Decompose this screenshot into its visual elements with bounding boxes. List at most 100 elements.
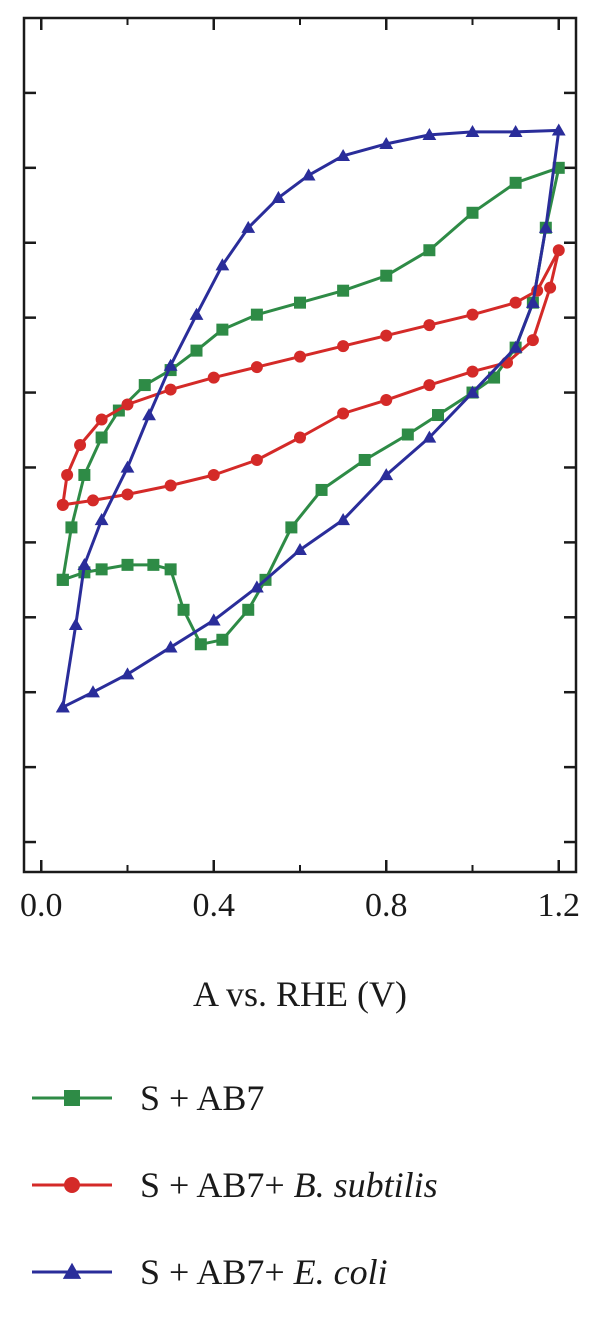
- series-line-square: [61, 166, 561, 646]
- data-point-circle-4: [121, 398, 134, 411]
- data-point-square-5: [138, 379, 151, 392]
- data-point-square-13: [423, 244, 436, 257]
- data-point-square-25: [315, 483, 328, 496]
- data-point-triangle-15: [465, 124, 480, 138]
- data-point-triangle-12: [336, 148, 351, 162]
- data-point-square-22: [432, 409, 444, 422]
- x-tick-label-1: 0.4: [193, 887, 236, 924]
- data-point-square-9: [250, 308, 263, 321]
- data-point-square-29: [216, 633, 229, 646]
- series-circle: [56, 244, 565, 511]
- data-point-square-31: [177, 603, 190, 616]
- data-point-square-33: [147, 558, 160, 571]
- data-point-triangle-20: [508, 340, 523, 353]
- data-point-circle-29: [56, 498, 69, 511]
- data-point-square-37: [56, 573, 69, 586]
- data-point-triangle-19: [525, 295, 540, 308]
- data-point-triangle-21: [465, 385, 480, 398]
- data-point-circle-7: [250, 361, 263, 374]
- data-point-circle-15: [552, 244, 565, 257]
- series-line-circle: [61, 248, 561, 507]
- plot-frame: [22, 16, 578, 874]
- data-point-triangle-13: [379, 136, 394, 150]
- data-point-square-10: [294, 296, 306, 309]
- legend-marker-square: [64, 1090, 80, 1106]
- x-axis-tick-labels: 0.0 0.4 0.8 1.2: [20, 887, 580, 924]
- data-point-triangle-27: [206, 613, 221, 626]
- data-point-triangle-29: [120, 667, 135, 680]
- data-point-circle-19: [466, 365, 479, 378]
- data-point-circle-9: [337, 340, 350, 353]
- data-point-triangle-6: [163, 358, 178, 371]
- data-point-triangle-8: [215, 258, 230, 271]
- data-point-square-7: [190, 344, 203, 357]
- legend-item-circle: S + AB7+ B. subtilis: [32, 1165, 438, 1205]
- data-point-circle-13: [509, 296, 522, 309]
- data-point-square-1: [65, 521, 78, 534]
- data-point-triangle-10: [271, 190, 286, 203]
- data-point-triangle-1: [68, 617, 83, 630]
- legend-marker-triangle: [62, 1262, 82, 1279]
- plot-area: [22, 16, 578, 874]
- data-point-triangle-28: [163, 640, 178, 653]
- legend-item-square: S + AB7: [32, 1078, 264, 1118]
- data-point-square-32: [164, 563, 177, 576]
- data-point-circle-16: [544, 281, 557, 294]
- legend-item-triangle: S + AB7+ E. coli: [32, 1252, 388, 1292]
- data-point-square-12: [380, 269, 393, 282]
- legend-label-triangle: S + AB7+ E. coli: [140, 1252, 388, 1292]
- data-point-circle-17: [526, 334, 539, 347]
- series-triangle: [55, 123, 566, 713]
- data-point-circle-11: [423, 319, 436, 332]
- data-point-circle-25: [207, 468, 220, 481]
- y-axis-ticks: [24, 91, 576, 844]
- data-point-circle-26: [164, 479, 177, 492]
- data-point-circle-22: [337, 407, 350, 420]
- data-point-triangle-7: [189, 307, 204, 320]
- series-layer: [55, 123, 566, 713]
- data-point-triangle-11: [301, 168, 316, 181]
- data-point-circle-5: [164, 383, 177, 396]
- data-point-circle-12: [466, 308, 479, 321]
- data-point-circle-27: [121, 488, 134, 501]
- data-point-square-30: [194, 638, 207, 651]
- data-point-triangle-14: [422, 127, 437, 141]
- data-point-square-16: [552, 161, 565, 174]
- x-axis-title: A vs. RHE (V): [193, 974, 407, 1014]
- data-point-square-23: [401, 428, 414, 441]
- data-point-triangle-22: [422, 430, 437, 443]
- data-point-triangle-2: [77, 557, 92, 571]
- data-point-triangle-17: [551, 123, 566, 136]
- series-line-triangle: [61, 128, 561, 709]
- data-point-triangle-9: [241, 220, 256, 233]
- legend-label-square: S + AB7: [140, 1078, 264, 1118]
- data-point-triangle-5: [142, 408, 156, 421]
- data-point-square-24: [358, 453, 371, 466]
- data-point-triangle-16: [508, 124, 523, 138]
- data-point-triangle-3: [94, 513, 109, 526]
- data-point-triangle-18: [538, 220, 553, 233]
- data-point-circle-10: [380, 329, 393, 342]
- data-point-circle-8: [294, 350, 306, 363]
- data-point-triangle-23: [379, 468, 394, 481]
- data-point-square-2: [78, 468, 91, 481]
- data-point-circle-2: [74, 439, 87, 451]
- x-axis-ticks: [40, 18, 560, 872]
- data-point-triangle-4: [120, 460, 135, 473]
- data-point-triangle-30: [86, 685, 100, 698]
- data-point-square-3: [95, 431, 108, 444]
- data-point-square-11: [337, 284, 350, 297]
- data-point-circle-23: [294, 431, 306, 444]
- data-point-triangle-25: [293, 542, 307, 556]
- data-point-square-34: [121, 558, 134, 571]
- data-point-square-35: [95, 563, 108, 576]
- legend-label-circle: S + AB7+ B. subtilis: [140, 1165, 438, 1205]
- legend-marker-circle: [64, 1177, 80, 1193]
- x-tick-label-2: 0.8: [365, 887, 408, 924]
- x-tick-label-0: 0.0: [20, 887, 63, 924]
- data-point-circle-3: [95, 413, 108, 426]
- data-point-triangle-31: [55, 700, 70, 713]
- data-point-square-26: [285, 521, 298, 534]
- x-tick-label-3: 1.2: [538, 887, 581, 924]
- data-point-circle-20: [423, 379, 436, 392]
